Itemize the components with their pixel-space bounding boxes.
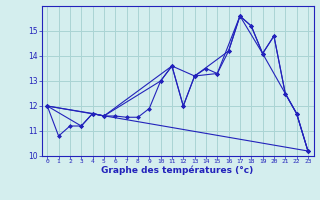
X-axis label: Graphe des températures (°c): Graphe des températures (°c) — [101, 166, 254, 175]
